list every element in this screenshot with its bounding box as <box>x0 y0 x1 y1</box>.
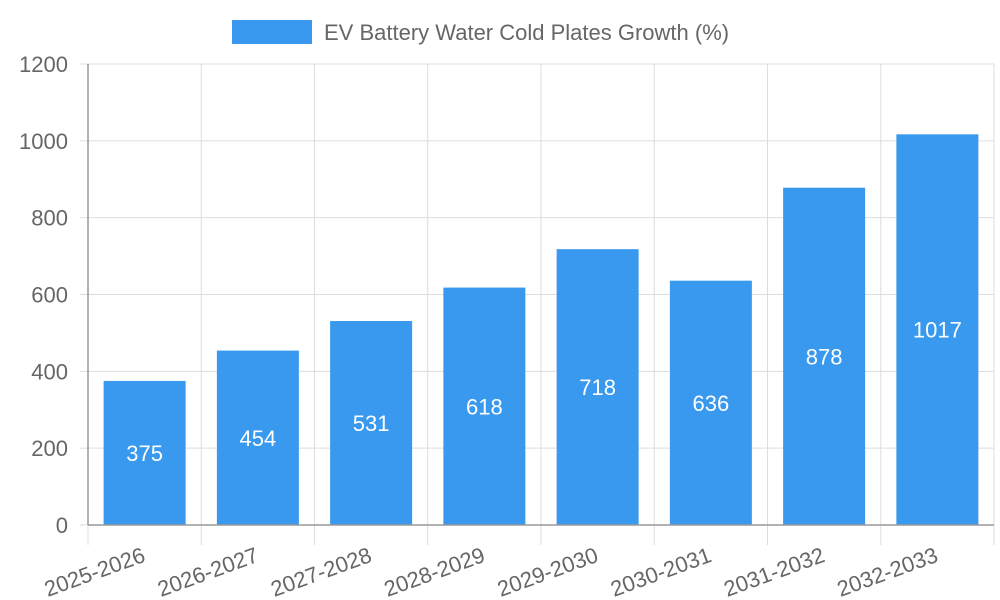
x-tick-label: 2027-2028 <box>267 542 374 600</box>
x-tick-label: 2026-2027 <box>154 542 261 600</box>
bar-value-label: 618 <box>466 394 503 419</box>
bar[interactable] <box>216 350 299 525</box>
x-tick-label: 2032-2033 <box>834 542 941 600</box>
bar[interactable] <box>443 287 526 525</box>
y-tick-label: 800 <box>31 206 68 231</box>
legend-swatch <box>232 20 312 44</box>
bar[interactable] <box>783 187 866 525</box>
bar[interactable] <box>103 380 186 525</box>
axes <box>80 63 995 545</box>
y-tick-label: 200 <box>31 436 68 461</box>
bar-value-label: 636 <box>693 391 730 416</box>
legend[interactable]: EV Battery Water Cold Plates Growth (%) <box>232 20 729 45</box>
y-tick-label: 1200 <box>19 52 68 77</box>
bar-value-label: 1017 <box>913 318 962 343</box>
bar[interactable] <box>556 249 639 525</box>
y-tick-label: 400 <box>31 359 68 384</box>
x-tick-label: 2028-2029 <box>381 542 488 600</box>
x-tick-label: 2029-2030 <box>494 542 601 600</box>
y-tick-label: 0 <box>56 513 68 538</box>
bar-value-label: 375 <box>126 441 163 466</box>
bar[interactable] <box>896 134 979 526</box>
x-tick-label: 2030-2031 <box>607 542 714 600</box>
bar-value-label: 878 <box>806 344 843 369</box>
x-tick-label: 2031-2032 <box>720 542 827 600</box>
bars <box>103 134 979 526</box>
y-tick-label: 1000 <box>19 129 68 154</box>
bar-value-label: 531 <box>353 411 390 436</box>
bar-value-label: 454 <box>240 426 277 451</box>
bar[interactable] <box>330 321 413 525</box>
bar[interactable] <box>669 280 752 525</box>
y-tick-label: 600 <box>31 283 68 308</box>
bar-value-label: 718 <box>579 375 616 400</box>
x-tick-label: 2025-2026 <box>41 542 148 600</box>
legend-label: EV Battery Water Cold Plates Growth (%) <box>324 20 729 45</box>
